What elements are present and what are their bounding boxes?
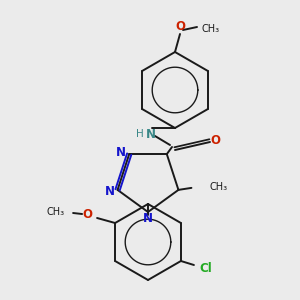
Text: O: O: [175, 20, 185, 33]
Text: CH₃: CH₃: [47, 207, 65, 217]
Text: CH₃: CH₃: [202, 24, 220, 34]
Text: H: H: [136, 129, 144, 139]
Text: O: O: [210, 134, 220, 148]
Text: N: N: [143, 212, 153, 224]
Text: O: O: [82, 208, 92, 221]
Text: N: N: [105, 185, 115, 198]
Text: CH₃: CH₃: [209, 182, 228, 192]
Text: Cl: Cl: [200, 262, 212, 275]
Text: N: N: [116, 146, 126, 159]
Text: N: N: [146, 128, 156, 140]
